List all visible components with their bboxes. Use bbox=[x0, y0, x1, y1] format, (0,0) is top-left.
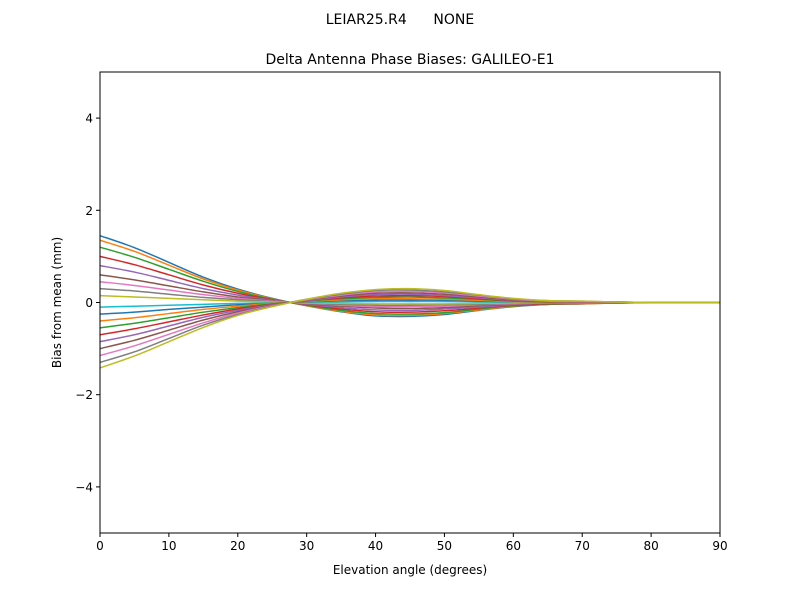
chart-title: Delta Antenna Phase Biases: GALILEO-E1 bbox=[265, 52, 554, 68]
x-tick-label: 0 bbox=[96, 539, 104, 553]
x-tick-label: 30 bbox=[299, 539, 314, 553]
series-line-18 bbox=[99, 287, 721, 369]
x-axis: 0 10 20 30 40 50 60 70 80 90 bbox=[96, 533, 728, 553]
x-tick-label: 80 bbox=[643, 539, 658, 553]
y-axis-label: Bias from mean (mm) bbox=[50, 237, 64, 368]
x-tick-label: 70 bbox=[575, 539, 590, 553]
x-tick-label: 50 bbox=[437, 539, 452, 553]
x-tick-label: 20 bbox=[230, 539, 245, 553]
x-tick-label: 10 bbox=[161, 539, 176, 553]
series-lines bbox=[99, 234, 721, 369]
y-tick-label: −2 bbox=[75, 388, 93, 402]
x-tick-label: 60 bbox=[506, 539, 521, 553]
y-axis: −4 −2 0 2 4 bbox=[75, 112, 100, 494]
suptitle: LEIAR25.R4 NONE bbox=[326, 12, 475, 28]
y-tick-label: 2 bbox=[85, 204, 93, 218]
y-tick-label: 4 bbox=[85, 112, 93, 126]
x-tick-label: 40 bbox=[368, 539, 383, 553]
y-tick-label: −4 bbox=[75, 480, 93, 494]
y-tick-label: 0 bbox=[85, 296, 93, 310]
x-tick-label: 90 bbox=[712, 539, 727, 553]
x-axis-label: Elevation angle (degrees) bbox=[333, 563, 487, 577]
